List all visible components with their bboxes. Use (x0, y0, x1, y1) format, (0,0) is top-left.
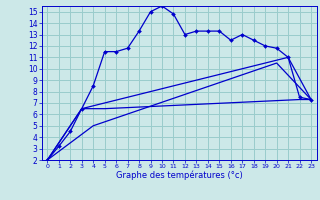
X-axis label: Graphe des températures (°c): Graphe des températures (°c) (116, 171, 243, 180)
